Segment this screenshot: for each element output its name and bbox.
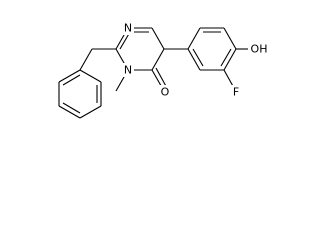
label-bg	[122, 63, 134, 77]
atom-label: O	[161, 86, 170, 99]
bond	[58, 105, 81, 119]
atom-label: OH	[251, 43, 268, 56]
bond	[62, 74, 81, 86]
label-bg	[159, 85, 171, 99]
page: N N O F OH (() => { const data = JSON.pa…	[58, 21, 270, 119]
bond	[62, 102, 81, 114]
bond	[151, 27, 165, 50]
bond	[187, 27, 201, 50]
bond	[155, 67, 168, 89]
bond	[187, 48, 201, 71]
bond	[79, 69, 102, 83]
label-bg	[248, 42, 270, 56]
atom-labels: N N O F OH	[122, 21, 270, 99]
bond	[220, 48, 232, 67]
bond	[223, 48, 237, 71]
atom-label: N	[124, 22, 132, 35]
bond	[79, 105, 102, 119]
bond	[79, 48, 93, 71]
bond	[223, 27, 237, 50]
atom-label: F	[233, 86, 239, 99]
bond	[192, 48, 204, 67]
bond	[58, 69, 81, 83]
bonds	[58, 27, 252, 119]
label-bg	[230, 85, 241, 99]
atom-label: N	[124, 64, 132, 77]
label-bg	[122, 21, 134, 35]
bond	[151, 48, 165, 71]
structure: N N O F OH	[58, 21, 270, 119]
